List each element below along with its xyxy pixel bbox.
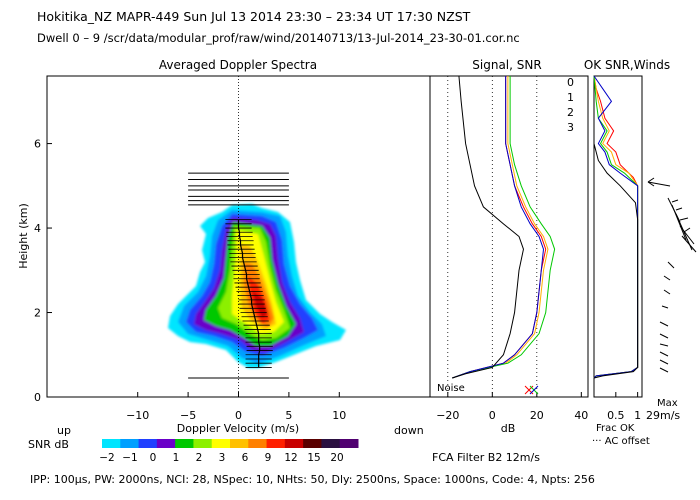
spectra-heatmap — [168, 204, 346, 368]
snr-xlabel: dB — [501, 422, 516, 435]
snr-legend-3: 3 — [567, 121, 574, 134]
snr-dotted-grid — [447, 76, 538, 397]
colorbar: −2 −1 0 1 2 3 6 9 12 15 20 — [99, 439, 359, 464]
colorbar-swatch-6 — [211, 439, 231, 448]
colorbar-swatch-7 — [230, 439, 249, 448]
colorbar-label: SNR dB — [28, 438, 69, 451]
snr-xtick-label-3: 40 — [574, 409, 588, 422]
colorbar-swatch-9 — [266, 439, 286, 448]
colorbar-swatch-13 — [339, 439, 359, 448]
spectra-ytick-label-2: 4 — [34, 222, 41, 235]
snr-series-3 — [452, 76, 545, 379]
winds-title: OK SNR,Winds — [584, 58, 670, 72]
spectra-ytick-label-3: 6 — [34, 138, 41, 151]
winds-xtick-label-0: 0.5 — [607, 409, 625, 422]
snr-series-1 — [452, 76, 549, 379]
spectra-xtick-label-1: −5 — [180, 409, 196, 422]
header-title: Hokitika_NZ MAPR-449 Sun Jul 13 2014 23:… — [37, 9, 471, 24]
snr-frame — [429, 75, 589, 398]
colorbar-tick-3: 1 — [173, 452, 180, 464]
snr-lines — [452, 75, 556, 379]
winds-x-ticks: 0.5 1 — [607, 392, 641, 422]
winds-frame — [593, 75, 643, 398]
colorbar-swatch-1 — [120, 439, 140, 448]
snr-series-4 — [452, 75, 524, 379]
winds-xlabel: Frac OK — [596, 423, 635, 434]
spectra-title: Averaged Doppler Spectra — [159, 58, 317, 72]
spectra-ytick-label-1: 2 — [34, 307, 41, 320]
colorbar-tick-0: −2 — [99, 452, 114, 464]
spectra-ylabel: Height (km) — [17, 203, 30, 269]
colorbar-tick-8: 12 — [284, 452, 297, 464]
colorbar-swatch-2 — [138, 439, 158, 448]
colorbar-swatch-0 — [102, 439, 121, 448]
snr-title: Signal, SNR — [472, 58, 541, 72]
params-line: IPP: 100μs, PW: 2000ns, NCI: 28, NSpec: … — [30, 473, 595, 486]
colorbar-tick-9: 15 — [307, 452, 320, 464]
colorbar-swatch-12 — [321, 439, 341, 448]
wind-barbs — [647, 177, 697, 373]
max-label: Max — [657, 398, 678, 409]
colorbar-tick-5: 3 — [219, 452, 226, 464]
snr-xtick-label-0: −20 — [436, 409, 459, 422]
colorbar-tick-10: 20 — [330, 452, 343, 464]
winds-series-2 — [593, 75, 639, 379]
spectra-ytick-label-0: 0 — [34, 391, 41, 404]
max-value: 29m/s — [646, 409, 680, 422]
winds-lines — [593, 75, 639, 379]
noise-label: Noise — [437, 383, 465, 394]
label-down: down — [394, 424, 424, 437]
snr-x-ticks: −20 0 20 40 — [436, 392, 588, 422]
label-up: up — [57, 424, 71, 437]
colorbar-tick-7: 9 — [265, 452, 272, 464]
winds-sublabel: ··· AC offset — [592, 436, 650, 447]
colorbar-tick-4: 2 — [196, 452, 203, 464]
spectra-xtick-label-4: 10 — [332, 409, 346, 422]
colorbar-swatch-4 — [175, 439, 194, 448]
spectra-x-ticks: −10 −5 0 5 10 — [126, 392, 346, 422]
header-dwell: Dwell 0 – 9 /scr/data/modular_prof/raw/w… — [37, 31, 520, 45]
spectra-xtick-label-3: 5 — [285, 409, 292, 422]
spectra-xlabel: Doppler Velocity (m/s) — [177, 422, 299, 435]
winds-xtick-label-1: 1 — [634, 409, 641, 422]
filter-label: FCA Filter B2 12m/s — [432, 451, 540, 464]
winds-series-4 — [593, 143, 639, 379]
spectra-xtick-label-0: −10 — [126, 409, 149, 422]
snr-legend-2: 2 — [567, 106, 574, 119]
mean-velocity-line — [237, 219, 261, 368]
snr-xtick-label-1: 0 — [489, 409, 496, 422]
snr-series-0 — [452, 76, 547, 379]
spectra-xtick-label-2: 0 — [235, 409, 242, 422]
colorbar-tick-2: 0 — [150, 452, 157, 464]
colorbar-swatch-10 — [284, 439, 304, 448]
colorbar-swatch-11 — [303, 439, 322, 448]
winds-series-3 — [593, 75, 639, 379]
snr-legend-0: 0 — [567, 76, 574, 89]
snr-legend: 0 1 2 3 — [567, 76, 574, 134]
colorbar-swatch-5 — [193, 439, 213, 448]
colorbar-tick-6: 6 — [242, 452, 249, 464]
snr-series-2 — [452, 76, 556, 379]
colorbar-tick-1: −1 — [122, 452, 137, 464]
colorbar-swatch-8 — [248, 439, 268, 448]
colorbar-swatch-3 — [156, 439, 176, 448]
cross-markers — [524, 385, 539, 395]
snr-legend-1: 1 — [567, 91, 574, 104]
spectra-y-ticks: 0 2 4 6 — [34, 138, 52, 404]
snr-xtick-label-2: 20 — [530, 409, 544, 422]
